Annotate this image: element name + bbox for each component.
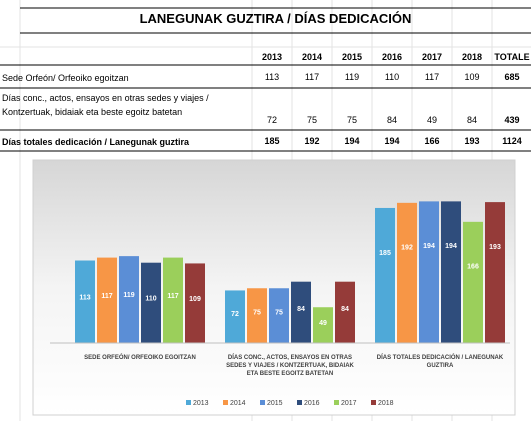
data-label: 72 — [231, 311, 239, 318]
chart: 113 117 119 110 117 109 72 75 75 84 49 84 185 192 194 1… — [50, 201, 510, 407]
bar — [291, 281, 311, 343]
bar — [313, 307, 333, 343]
data-label: 110 — [145, 296, 156, 303]
data-label: 192 — [401, 245, 413, 252]
data-label: 84 — [341, 306, 349, 313]
cell-value: 1124 — [502, 136, 522, 146]
bar — [335, 281, 355, 343]
data-label: 75 — [253, 310, 261, 317]
data-label: 166 — [467, 264, 479, 271]
bar — [463, 221, 483, 343]
legend-label: 2018 — [378, 400, 394, 407]
cell-value: 194 — [384, 136, 400, 146]
legend-label: 2015 — [267, 400, 283, 407]
cell-value: 84 — [386, 115, 397, 125]
column-header: 2014 — [301, 52, 323, 62]
cell-value: 75 — [306, 115, 317, 125]
bar — [163, 257, 183, 343]
column-header: 2016 — [381, 52, 403, 62]
data-label: 75 — [275, 310, 283, 317]
cell-value: 119 — [344, 72, 360, 82]
category-label: SEDE ORFEÓN/ ORFEOIKO EGOITZAN — [84, 355, 196, 361]
bar — [225, 290, 245, 343]
column-header: 2013 — [261, 52, 283, 62]
bar — [97, 257, 117, 343]
cell-value: 117 — [304, 72, 320, 82]
legend-label: 2013 — [193, 400, 209, 407]
bar — [419, 201, 439, 343]
cell-value: 84 — [466, 115, 477, 125]
bar — [485, 202, 505, 343]
legend-label: 2017 — [341, 400, 357, 407]
cell-value: 113 — [264, 72, 280, 82]
cell-value: 110 — [384, 72, 400, 82]
cell-value: 166 — [424, 136, 440, 146]
cell-value: 49 — [426, 115, 437, 125]
data-label: 109 — [189, 296, 201, 303]
data-label: 117 — [167, 293, 178, 300]
bar — [247, 288, 267, 343]
column-header: 2015 — [341, 52, 363, 62]
bar — [441, 201, 461, 343]
bar — [185, 263, 205, 343]
data-label: 49 — [319, 320, 327, 327]
data-label: 119 — [123, 292, 134, 299]
category-label: DÍAS CONC., ACTOS, ENSAYOS EN OTRAS SEDE… — [226, 355, 354, 377]
bar — [141, 262, 161, 343]
column-header: TOTALE — [494, 52, 530, 62]
cell-value: 117 — [424, 72, 440, 82]
cell-value: 72 — [266, 115, 277, 125]
bar — [119, 256, 139, 343]
legend-swatch — [371, 400, 376, 405]
row-label: Sede Orfeón/ Orfeoiko egoitzan — [2, 73, 129, 83]
data-label: 185 — [379, 250, 391, 257]
cell-value: 109 — [464, 72, 480, 82]
row-label: Días totales dedicación / Lanegunak guzt… — [2, 137, 190, 147]
data-label: 194 — [445, 243, 457, 250]
cell-value: 685 — [504, 72, 520, 82]
cell-value: 185 — [264, 136, 280, 146]
bar — [269, 288, 289, 343]
legend-swatch — [186, 400, 191, 405]
bar — [75, 260, 95, 343]
legend-label: 2016 — [304, 400, 320, 407]
legend-swatch — [297, 400, 302, 405]
cell-value: 75 — [346, 115, 357, 125]
cell-value: 192 — [304, 136, 320, 146]
data-label: 117 — [101, 293, 112, 300]
row-label: Días conc., actos, ensayos en otras sede… — [2, 93, 209, 117]
legend-swatch — [334, 400, 339, 405]
table-title: LANEGUNAK GUZTIRA / DÍAS DEDICACIÓN — [139, 11, 412, 26]
legend-swatch — [223, 400, 228, 405]
category-label: DÍAS TOTALES DEDICACIÓN / LANEGUNAK GUZT… — [376, 355, 504, 369]
cell-value: 194 — [344, 136, 360, 146]
data-label: 194 — [423, 243, 435, 250]
data-label: 84 — [297, 306, 305, 313]
legend-swatch — [260, 400, 265, 405]
data-label: 193 — [489, 244, 501, 251]
legend-label: 2014 — [230, 400, 246, 407]
bar — [375, 207, 395, 343]
bar — [397, 202, 417, 343]
cell-value: 439 — [504, 115, 520, 125]
column-header: 2018 — [461, 52, 483, 62]
column-header: 2017 — [421, 52, 443, 62]
cell-value: 193 — [464, 136, 480, 146]
data-label: 113 — [79, 294, 90, 301]
